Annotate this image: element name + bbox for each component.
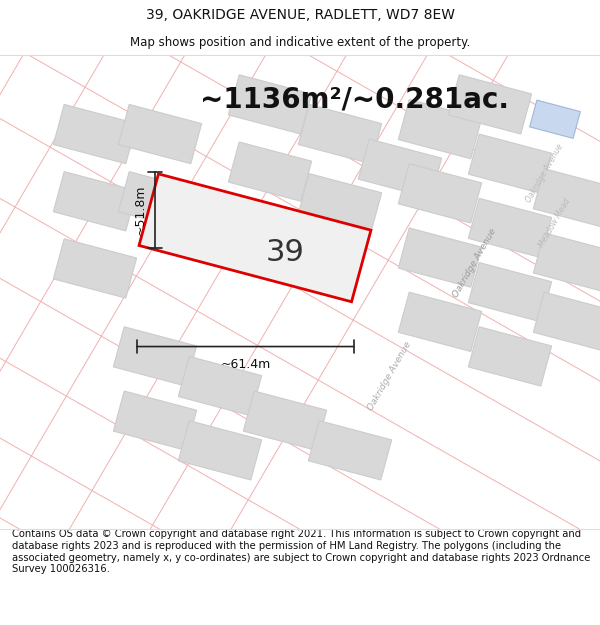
Text: 39, OAKRIDGE AVENUE, RADLETT, WD7 8EW: 39, OAKRIDGE AVENUE, RADLETT, WD7 8EW [146, 8, 455, 22]
Text: Map shows position and indicative extent of the property.: Map shows position and indicative extent… [130, 36, 470, 49]
Polygon shape [469, 327, 551, 386]
Polygon shape [398, 99, 482, 159]
Polygon shape [469, 262, 551, 322]
Polygon shape [398, 228, 482, 288]
Polygon shape [448, 75, 532, 134]
Text: Meadow Mead: Meadow Mead [538, 197, 572, 249]
Text: ~51.8m: ~51.8m [134, 184, 147, 235]
Polygon shape [298, 174, 382, 233]
Text: 39: 39 [266, 238, 304, 267]
Text: Oakridge Avenue: Oakridge Avenue [524, 142, 565, 204]
Polygon shape [53, 104, 137, 164]
Polygon shape [229, 209, 311, 269]
Text: ~61.4m: ~61.4m [220, 358, 271, 371]
Polygon shape [533, 169, 600, 228]
Polygon shape [53, 172, 137, 231]
Polygon shape [118, 104, 202, 164]
Text: Oakridge Avenue: Oakridge Avenue [367, 340, 413, 412]
Polygon shape [469, 134, 551, 193]
Text: Contains OS data © Crown copyright and database right 2021. This information is : Contains OS data © Crown copyright and d… [12, 529, 590, 574]
Polygon shape [113, 327, 197, 386]
Polygon shape [113, 391, 197, 450]
Polygon shape [118, 172, 202, 231]
Polygon shape [533, 292, 600, 351]
Polygon shape [398, 292, 482, 351]
Polygon shape [229, 75, 311, 134]
Polygon shape [139, 174, 371, 302]
Polygon shape [244, 391, 326, 450]
Polygon shape [178, 356, 262, 416]
Polygon shape [398, 164, 482, 223]
Polygon shape [298, 104, 382, 164]
Text: ~1136m²/~0.281ac.: ~1136m²/~0.281ac. [200, 86, 509, 114]
Polygon shape [358, 139, 442, 198]
Polygon shape [469, 198, 551, 258]
Polygon shape [530, 100, 580, 138]
Polygon shape [178, 421, 262, 480]
Polygon shape [53, 239, 137, 298]
Polygon shape [533, 233, 600, 292]
Polygon shape [308, 421, 392, 480]
Text: Oakridge Avenue: Oakridge Avenue [452, 226, 499, 299]
Polygon shape [229, 142, 311, 201]
